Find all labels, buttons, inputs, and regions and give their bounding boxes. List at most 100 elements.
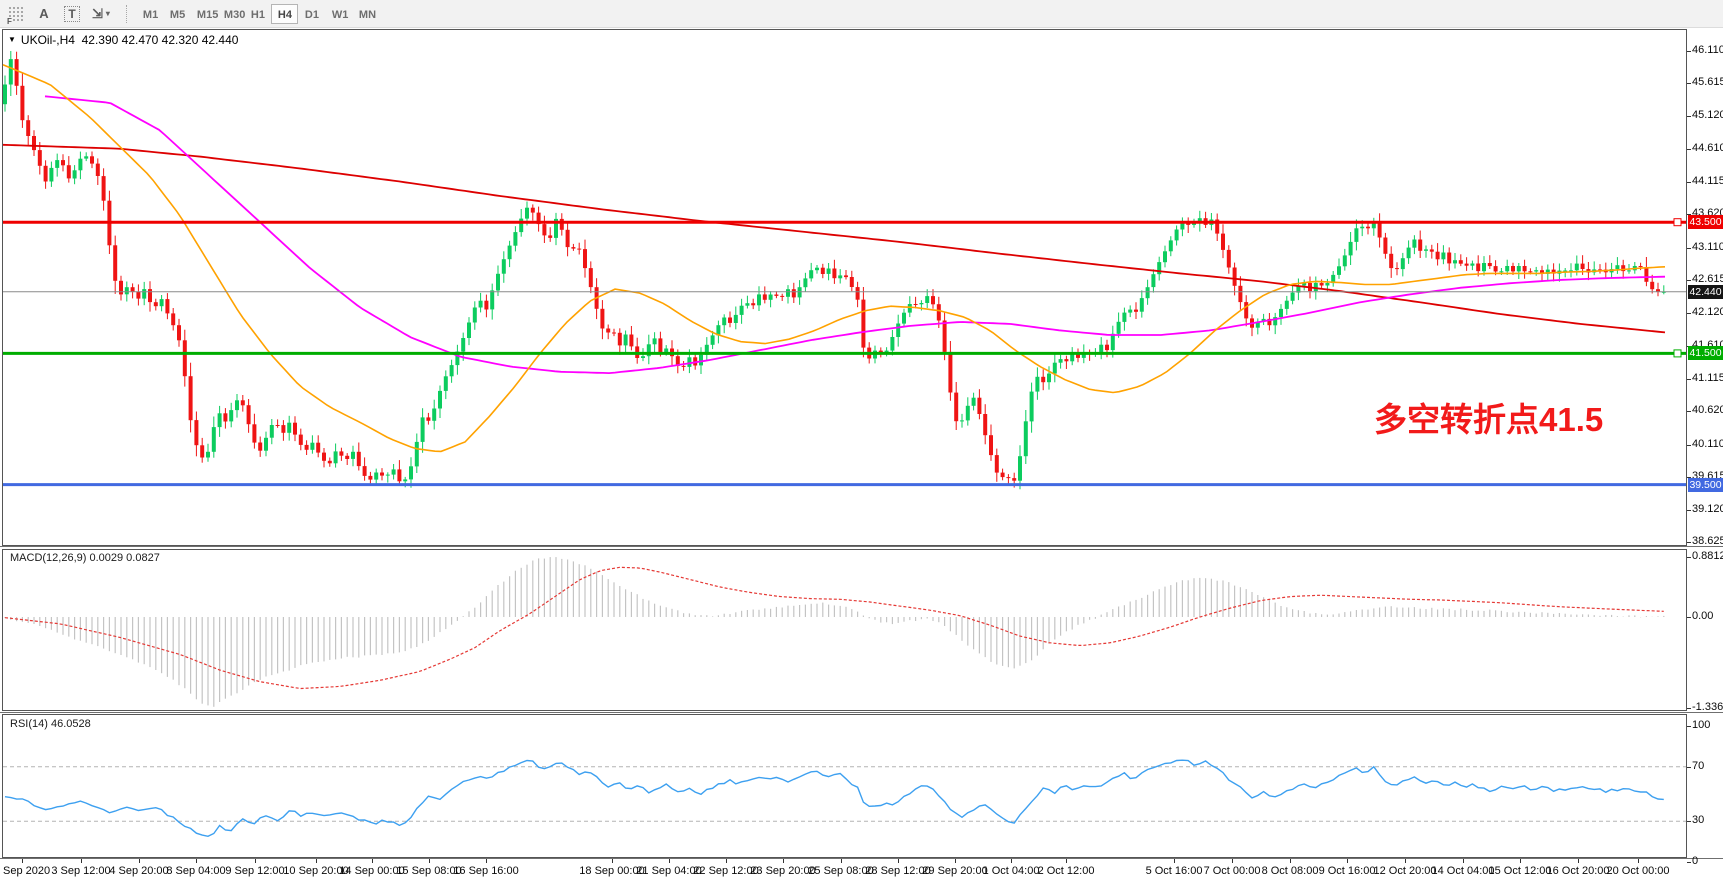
toolbar-grip-icon[interactable]: F — [2, 3, 28, 26]
timeframe-button-m30[interactable]: M30 — [217, 4, 245, 24]
axis-tick — [1687, 115, 1691, 117]
time-axis-tick — [486, 859, 487, 863]
time-axis-label: 20 Oct 00:00 — [1606, 865, 1670, 877]
time-axis-tick — [669, 859, 670, 863]
time-axis-tick — [1347, 859, 1348, 863]
rsi-axis-label: 0 — [1692, 855, 1699, 867]
timeframe-button-h4[interactable]: H4 — [270, 3, 298, 24]
price-axis-label: 45.615 — [1692, 76, 1723, 89]
symbol-label: UKOil-,H4 — [20, 33, 75, 47]
chart-toolbar: F A T ⇲ ▾ M1 M5 M15 M30 H1 H4 D1 W1 MN — [0, 0, 1723, 28]
time-axis-tick — [139, 859, 140, 863]
time-axis-tick — [955, 859, 956, 863]
time-axis-tick — [1405, 859, 1406, 863]
time-axis-label: 16 Sep 16:00 — [453, 865, 519, 877]
chevron-down-icon[interactable]: ▼ — [8, 35, 16, 44]
ma-line-red — [2, 143, 1666, 334]
pane-splitter[interactable] — [0, 712, 1723, 713]
arrow-tools-button[interactable]: ⇲ ▾ — [88, 3, 114, 25]
time-axis-tick — [1290, 859, 1291, 863]
time-axis-tick — [783, 859, 784, 863]
price-axis-label: 45.120 — [1692, 108, 1723, 121]
macd-indicator-pane[interactable] — [2, 549, 1687, 711]
time-axis-tick — [1638, 859, 1639, 863]
axis-tick — [1687, 378, 1691, 380]
letter-a-icon: A — [39, 6, 49, 21]
axis-tick — [1687, 477, 1691, 479]
price-axis-label: 42.120 — [1692, 305, 1723, 318]
ma-line-orange — [2, 64, 1666, 453]
price-axis-label: 44.115 — [1692, 174, 1723, 187]
letter-t-icon: T — [64, 5, 80, 22]
time-axis-label: 12 Oct 20:00 — [1373, 865, 1437, 877]
price-box-39.500: 39.500 — [1688, 477, 1723, 492]
time-axis-tick — [196, 859, 197, 863]
axis-tick — [1687, 51, 1691, 52]
time-axis-label: 3 Sep 12:00 — [51, 865, 111, 877]
time-axis-label: 25 Sep 08:00 — [808, 865, 874, 877]
axis-tick — [1687, 444, 1691, 446]
time-axis-label: 5 Oct 16:00 — [1145, 865, 1203, 877]
time-axis-label: 1 Oct 04:00 — [982, 865, 1040, 877]
time-axis-label: 14 Oct 04:00 — [1431, 865, 1495, 877]
line-handle[interactable] — [1673, 218, 1682, 227]
time-axis-label: 15 Oct 12:00 — [1488, 865, 1552, 877]
timeframe-button-m5[interactable]: M5 — [163, 4, 190, 24]
time-axis-label: 7 Oct 00:00 — [1203, 865, 1261, 877]
timeframe-button-d1[interactable]: D1 — [298, 4, 325, 24]
candlesticks — [3, 51, 1666, 490]
time-axis-tick — [1463, 859, 1464, 863]
time-axis-label: 14 Sep 00:00 — [339, 865, 405, 877]
axis-tick — [1687, 821, 1691, 823]
timeframe-button-m15[interactable]: M15 — [190, 4, 218, 24]
time-axis-label: 18 Sep 00:00 — [579, 865, 645, 877]
chevron-down-icon: ▾ — [105, 9, 110, 18]
axis-tick — [1687, 312, 1691, 314]
annotation-text[interactable]: 多空转折点41.5 — [1374, 401, 1604, 438]
time-axis-label: 9 Sep 12:00 — [225, 865, 285, 877]
timeframe-button-m1[interactable]: M1 — [136, 4, 163, 24]
rsi-axis-label: 100 — [1692, 719, 1711, 731]
time-axis-tick — [1520, 859, 1521, 863]
time-axis-tick — [1232, 859, 1233, 863]
text-box-tool-button[interactable]: T — [60, 3, 84, 25]
price-axis-label: 46.110 — [1692, 44, 1723, 56]
rsi-label: RSI(14) 46.0528 — [10, 718, 91, 730]
time-axis-tick — [898, 859, 899, 863]
pane-splitter[interactable] — [0, 546, 1723, 547]
price-axis-label: 40.620 — [1692, 404, 1723, 417]
time-axis-label: 21 Sep 04:00 — [636, 865, 702, 877]
grid-dots-icon: F — [7, 5, 24, 26]
rsi-indicator-pane[interactable] — [2, 714, 1687, 858]
axis-tick — [1687, 708, 1691, 710]
price-axis-label: 40.110 — [1692, 437, 1723, 450]
price-axis-label: 38.625 — [1692, 535, 1723, 548]
price-box-43.500: 43.500 — [1688, 215, 1723, 230]
price-axis-label: 41.115 — [1692, 371, 1723, 384]
timeframe-button-group: M1 M5 M15 M30 H1 H4 D1 W1 MN — [136, 3, 379, 24]
time-axis-tick — [81, 859, 82, 863]
main-price-chart[interactable] — [2, 29, 1687, 546]
timeframe-button-mn[interactable]: MN — [352, 4, 379, 24]
time-axis-tick — [1578, 859, 1579, 863]
time-axis-label: 9 Oct 16:00 — [1318, 865, 1376, 877]
time-axis-label: 8 Oct 08:00 — [1261, 865, 1319, 877]
time-axis-label: 28 Sep 12:00 — [865, 865, 931, 877]
axis-tick — [1687, 149, 1691, 151]
axis-tick — [1687, 411, 1691, 413]
timeframe-button-h1[interactable]: H1 — [244, 4, 271, 24]
line-handle[interactable] — [1673, 349, 1682, 358]
time-axis-label: 15 Sep 08:00 — [396, 865, 462, 877]
macd-signal-line — [4, 566, 1664, 690]
toolbar-separator — [125, 4, 128, 23]
ohlc-label: 42.390 42.470 42.320 42.440 — [81, 33, 239, 47]
timeframe-button-w1[interactable]: W1 — [325, 4, 352, 24]
time-axis-label: 8 Sep 04:00 — [166, 865, 226, 877]
macd-label: MACD(12,26,9) 0.0029 0.0827 — [10, 552, 160, 564]
time-axis-border — [0, 858, 1723, 859]
macd-axis-label: -1.3368 — [1692, 701, 1723, 714]
text-label-tool-button[interactable]: A — [32, 3, 56, 25]
macd-axis-label: 0.8812 — [1692, 549, 1723, 562]
time-axis-label: 16 Oct 20:00 — [1546, 865, 1610, 877]
